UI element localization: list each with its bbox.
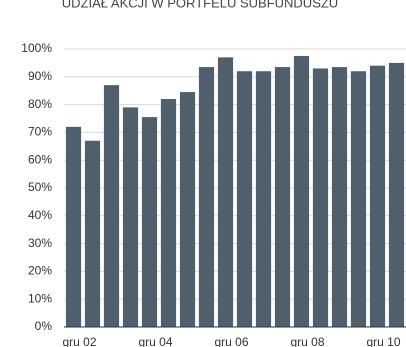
bar <box>369 65 386 328</box>
y-tick-label: 10% <box>28 291 52 305</box>
y-tick-label: 50% <box>28 180 52 194</box>
y-tick-label: 30% <box>28 236 52 250</box>
bar <box>84 140 101 327</box>
bar <box>236 71 253 328</box>
y-tick-label: 100% <box>21 41 52 55</box>
bar <box>141 117 158 327</box>
y-tick-label: 0% <box>35 319 53 333</box>
bar <box>255 71 272 328</box>
bar <box>65 126 82 327</box>
x-tick-label: gru 08 <box>290 335 324 347</box>
x-tick-label: gru 10 <box>366 335 400 347</box>
x-tick-label: gru 02 <box>62 335 96 347</box>
bar <box>312 68 329 328</box>
bar <box>198 67 215 327</box>
bar <box>217 57 234 328</box>
y-tick-label: 20% <box>28 264 52 278</box>
bar <box>331 67 348 327</box>
y-tick-label: 40% <box>28 208 52 222</box>
bar <box>293 55 310 327</box>
y-tick-label: 90% <box>28 69 52 83</box>
bar <box>274 67 291 327</box>
bar <box>388 62 405 328</box>
y-tick-label: 70% <box>28 125 52 139</box>
bar <box>179 92 196 327</box>
chart-title: UDZIAŁ AKCJI W PORTFELU SUBFUNDUSZU <box>62 0 338 10</box>
x-tick-label: gru 06 <box>214 335 248 347</box>
bar <box>160 99 177 327</box>
x-tick-label: gru 04 <box>138 335 172 347</box>
y-tick-label: 60% <box>28 152 52 166</box>
y-tick-label: 80% <box>28 97 52 111</box>
bar <box>103 85 120 327</box>
bar <box>122 107 139 327</box>
bar <box>350 71 367 328</box>
